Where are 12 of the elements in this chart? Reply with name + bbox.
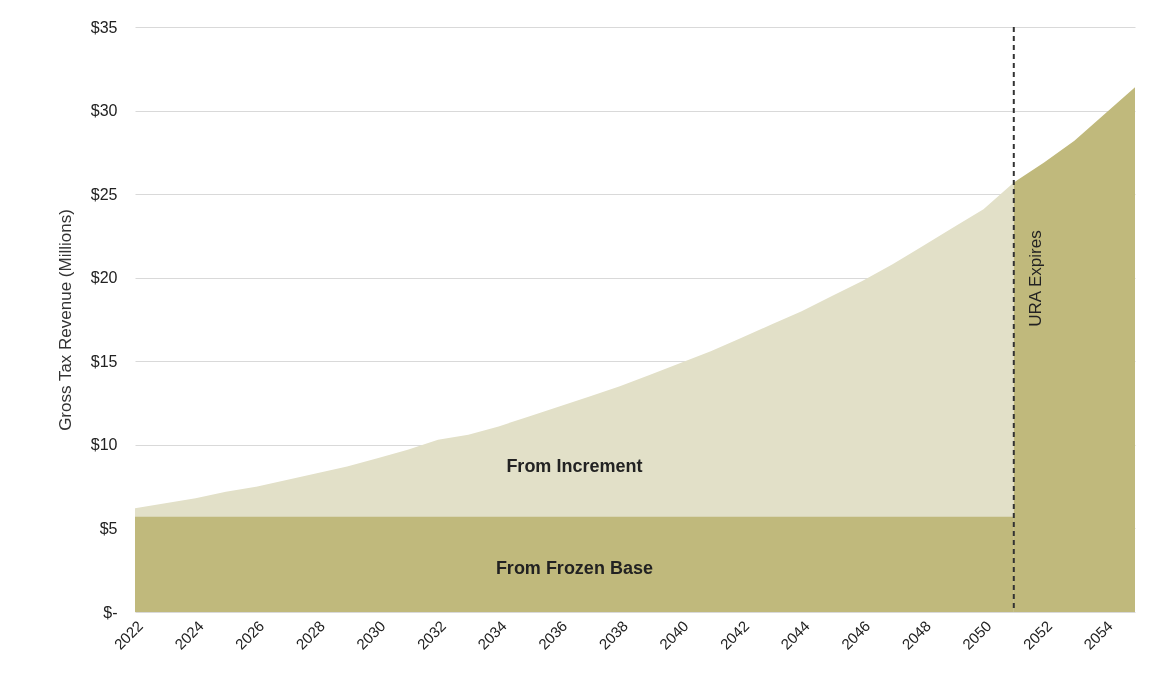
ref-line-label: URA Expires bbox=[1025, 230, 1045, 327]
y-tick-label: $15 bbox=[90, 352, 118, 370]
y-tick-label: $20 bbox=[90, 269, 118, 287]
y-axis-title: Gross Tax Revenue (Millions) bbox=[55, 209, 75, 431]
series-label: From Frozen Base bbox=[495, 558, 653, 579]
y-tick-label: $25 bbox=[90, 185, 118, 203]
y-tick-label: $5 bbox=[99, 519, 118, 537]
y-tick-label: $30 bbox=[90, 102, 118, 120]
y-tick-label: $35 bbox=[90, 18, 118, 36]
series-label: From Increment bbox=[506, 456, 643, 477]
y-tick-label: $10 bbox=[90, 436, 118, 454]
y-tick-label: $- bbox=[103, 603, 118, 621]
